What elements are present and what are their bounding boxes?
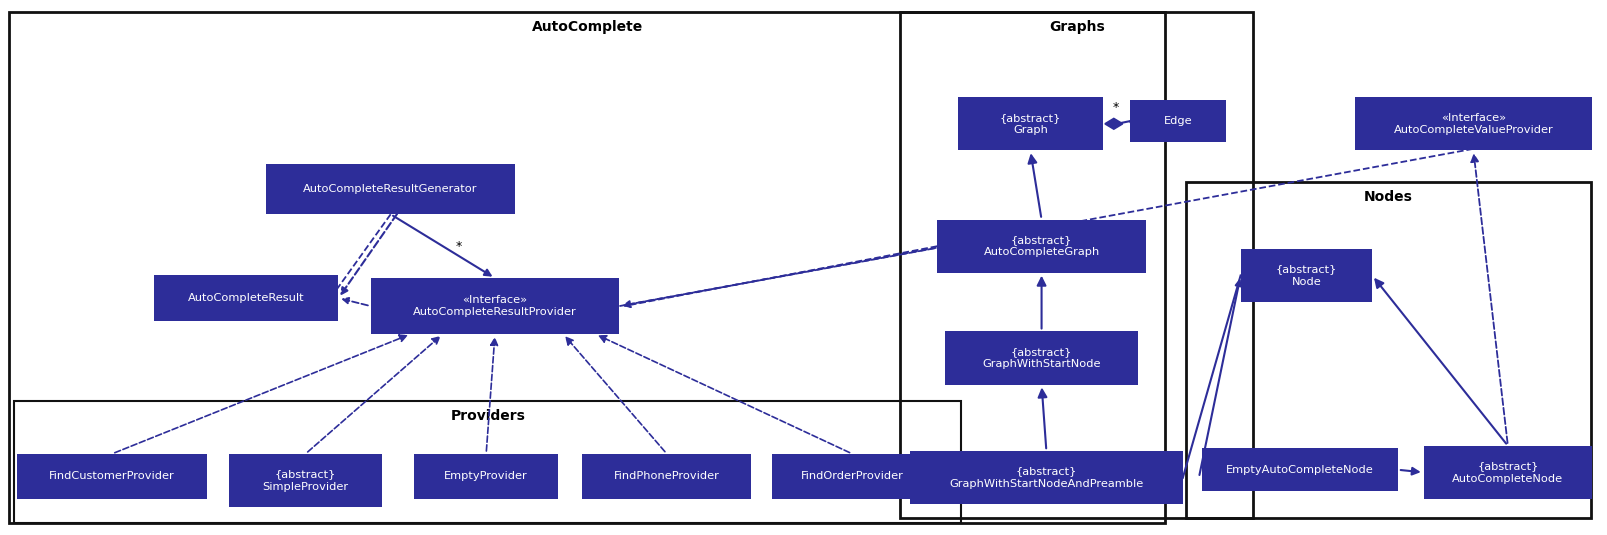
Text: AutoComplete: AutoComplete (532, 20, 643, 34)
FancyBboxPatch shape (230, 454, 381, 507)
Text: «Interface»
AutoCompleteValueProvider: «Interface» AutoCompleteValueProvider (1393, 112, 1552, 135)
Text: {abstract}
Node: {abstract} Node (1274, 264, 1337, 287)
Text: Edge: Edge (1163, 116, 1191, 126)
Text: AutoCompleteResult: AutoCompleteResult (188, 293, 304, 303)
FancyBboxPatch shape (945, 331, 1138, 385)
FancyBboxPatch shape (1130, 100, 1226, 142)
Text: {abstract}
AutoCompleteNode: {abstract} AutoCompleteNode (1451, 461, 1562, 484)
Text: *: * (1112, 101, 1118, 114)
Text: AutoCompleteResultGenerator: AutoCompleteResultGenerator (304, 184, 477, 194)
Text: FindOrderProvider: FindOrderProvider (800, 471, 903, 482)
Bar (900, 12, 1253, 518)
Text: {abstract}
GraphWithStartNode: {abstract} GraphWithStartNode (982, 347, 1101, 369)
Text: Nodes: Nodes (1363, 190, 1413, 204)
Text: FindCustomerProvider: FindCustomerProvider (50, 471, 175, 482)
FancyBboxPatch shape (267, 164, 514, 215)
FancyBboxPatch shape (154, 276, 339, 320)
FancyBboxPatch shape (18, 454, 207, 499)
FancyBboxPatch shape (910, 451, 1183, 505)
FancyBboxPatch shape (771, 454, 932, 499)
FancyBboxPatch shape (958, 97, 1102, 150)
Text: FindPhoneProvider: FindPhoneProvider (614, 471, 720, 482)
FancyBboxPatch shape (1353, 97, 1591, 150)
Bar (10, 12, 1165, 523)
Text: {abstract}
SimpleProvider: {abstract} SimpleProvider (262, 469, 349, 492)
FancyBboxPatch shape (937, 219, 1146, 273)
FancyBboxPatch shape (370, 278, 619, 334)
Text: {abstract}
GraphWithStartNodeAndPreamble: {abstract} GraphWithStartNodeAndPreamble (948, 467, 1143, 489)
FancyBboxPatch shape (1241, 249, 1371, 302)
Text: «Interface»
AutoCompleteResultProvider: «Interface» AutoCompleteResultProvider (413, 295, 577, 317)
Text: Graphs: Graphs (1048, 20, 1104, 34)
Text: {abstract}
AutoCompleteGraph: {abstract} AutoCompleteGraph (983, 235, 1099, 257)
FancyBboxPatch shape (413, 454, 558, 499)
Text: EmptyProvider: EmptyProvider (444, 471, 527, 482)
Text: *: * (455, 240, 461, 253)
FancyBboxPatch shape (582, 454, 750, 499)
Bar (1186, 182, 1589, 518)
Text: Providers: Providers (450, 409, 525, 423)
Text: EmptyAutoCompleteNode: EmptyAutoCompleteNode (1226, 465, 1372, 475)
Bar (14, 401, 961, 523)
Text: {abstract}
Graph: {abstract} Graph (1000, 112, 1061, 135)
FancyBboxPatch shape (1422, 446, 1591, 499)
Polygon shape (1104, 118, 1122, 129)
FancyBboxPatch shape (1202, 448, 1396, 491)
